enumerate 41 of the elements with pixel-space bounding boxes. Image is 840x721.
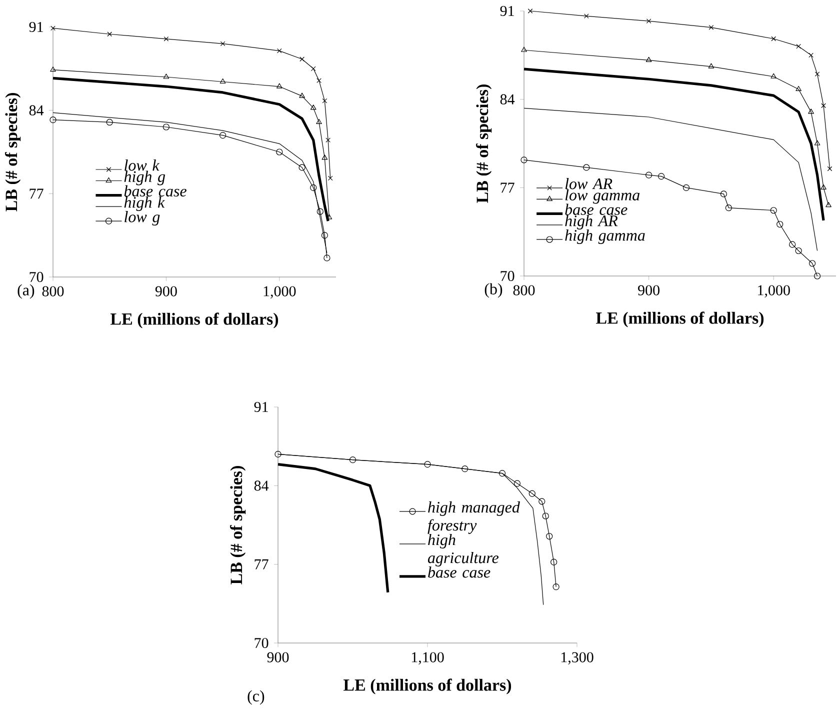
x-tick-label: 1,100 (412, 652, 444, 664)
y-axis-title: LB (# of species) (5, 93, 21, 212)
y-tick-label: 77 (30, 188, 44, 199)
legend-label: high gamma (565, 229, 645, 244)
legend-label: base case (124, 185, 186, 197)
y-tick-label: 84 (254, 480, 269, 491)
x-axis-title: LE (millions of dollars) (110, 312, 278, 328)
y-axis-title: LB (# of species) (230, 466, 246, 584)
y-tick-label: 91 (29, 22, 43, 32)
y-tick-label: 77 (254, 559, 268, 570)
text: (a) (18, 284, 34, 299)
x-tick-label: 1,300 (561, 652, 594, 664)
y-tick-label: 70 (500, 270, 514, 282)
legend-label: high g (124, 170, 166, 186)
text: (c) (248, 690, 264, 705)
x-tick-label: 1,000 (264, 286, 296, 298)
x-axis-title: LE (millions of dollars) (596, 312, 764, 328)
text: (b) (484, 283, 502, 298)
legend-label: high AR (565, 214, 618, 230)
legend-label: high k (124, 196, 165, 212)
x-tick-label: 1,000 (758, 285, 790, 298)
x-tick-label: 800 (513, 285, 535, 296)
y-tick-label: 77 (500, 182, 514, 193)
y-tick-label: 70 (30, 272, 44, 282)
x-tick-label: 900 (267, 652, 289, 662)
legend-label: low g (124, 211, 160, 226)
legend-label: low AR (565, 178, 612, 190)
x-tick-label: 800 (42, 286, 64, 296)
legend-label: base case (565, 204, 628, 215)
y-tick-label: 70 (254, 638, 268, 648)
y-tick-label: 84 (500, 94, 515, 104)
legend-label: low gamma (565, 189, 640, 204)
x-tick-label: 900 (638, 285, 660, 296)
y-axis-title: LB (# of species) (476, 84, 492, 203)
y-tick-label: 91 (500, 6, 514, 16)
y-tick-label: 91 (254, 402, 268, 412)
legend-label: base case (428, 566, 490, 578)
x-tick-label: 900 (155, 286, 177, 296)
legend-label: low k (124, 159, 160, 171)
x-axis-title: LE (millions of dollars) (344, 678, 512, 694)
y-tick-label: 84 (29, 105, 44, 116)
